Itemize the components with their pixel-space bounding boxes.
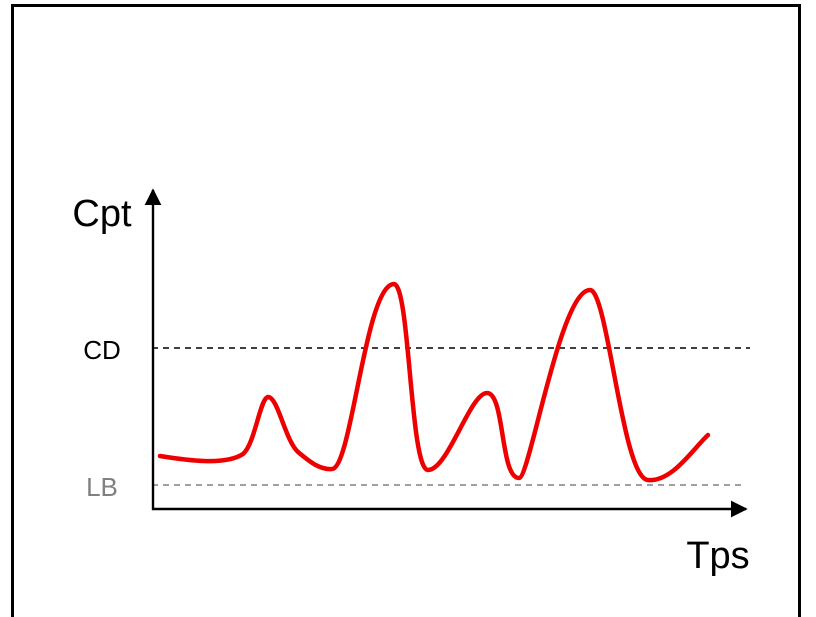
- y-axis-label: Cpt: [72, 193, 132, 235]
- lb-threshold-label: LB: [86, 472, 118, 502]
- figure-border: [11, 4, 801, 617]
- cd-threshold-label: CD: [83, 335, 121, 365]
- x-axis-label: Tps: [686, 535, 749, 577]
- signal-curve: [157, 281, 711, 483]
